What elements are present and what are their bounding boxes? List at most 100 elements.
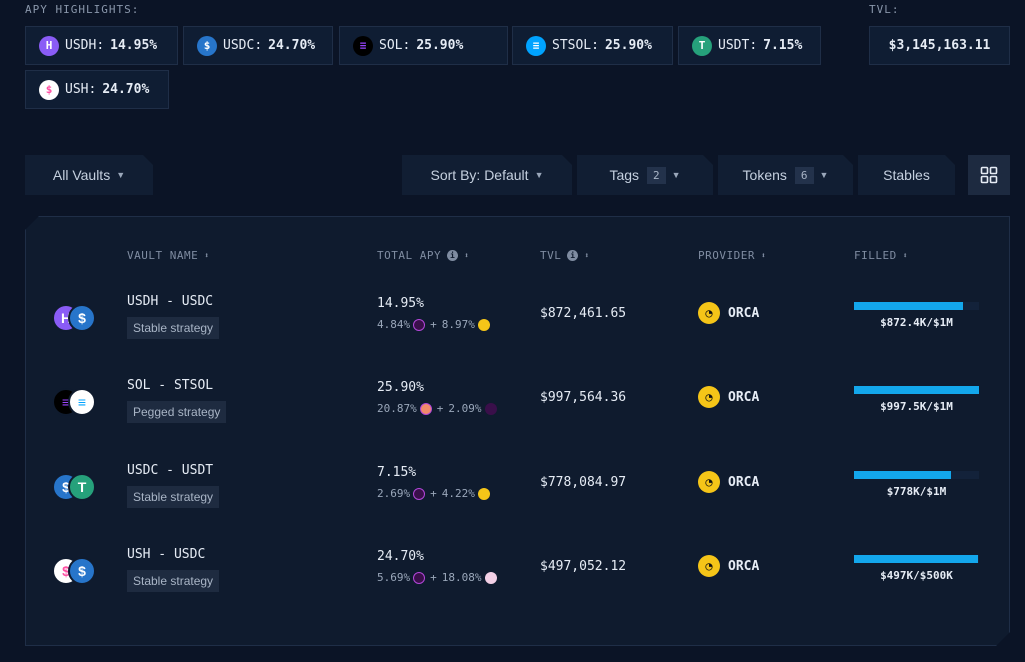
sort-icon: ⬍ [584, 250, 590, 260]
reward-token-icon [484, 571, 497, 584]
apy-chip-usdc[interactable]: $ USDC:24.70% [183, 26, 333, 65]
reward-token-icon [413, 318, 426, 331]
vault-name: SOL - STSOL [127, 378, 214, 393]
tokens-count-badge: 6 [795, 167, 814, 184]
tokens-label: Tokens [742, 167, 787, 183]
all-vaults-dropdown[interactable]: All Vaults ▼ [25, 155, 153, 195]
apy-chip-token: USDC [223, 38, 255, 53]
header-tvl-label: TVL [540, 249, 562, 262]
apy-breakdown: 2.69% + 4.22% [377, 487, 495, 500]
filled-label: $997.5K/$1M [880, 400, 953, 413]
stables-filter-button[interactable]: Stables [858, 155, 955, 195]
total-apy: 7.15% [377, 465, 417, 480]
sol-icon: ≡ [353, 35, 373, 56]
strategy-badge: Stable strategy [127, 570, 220, 592]
info-icon[interactable]: i [447, 250, 459, 261]
header-total-apy[interactable]: TOTAL APY i ⬍ [377, 249, 469, 262]
apy-chip-value: 24.70% [268, 38, 316, 53]
table-row[interactable]: H $ USDH - USDC Stable strategy 14.95% 4… [0, 280, 1025, 364]
apy-part-b: 18.08% [441, 571, 482, 584]
apy-chip-token: USH [65, 82, 89, 97]
filled-label: $497K/$500K [880, 569, 953, 582]
vault-name: USH - USDC [127, 547, 206, 562]
total-tvl: $3,145,163.11 [869, 26, 1010, 65]
apy-part-a: 5.69% [377, 571, 411, 584]
apy-chip-token: SOL [379, 38, 403, 53]
reward-token-icon [484, 402, 497, 415]
usdh-icon: H [39, 35, 59, 56]
total-apy: 24.70% [377, 549, 424, 564]
apy-part-b: 4.22% [441, 487, 475, 500]
token-pair-icon: ≡ ≡ [52, 388, 98, 418]
vault-tvl: $497,052.12 [540, 559, 627, 574]
filled-progress-fill [854, 555, 979, 563]
reward-token-icon [419, 402, 432, 415]
provider-name: ORCA [728, 389, 760, 405]
apy-chip-usdt[interactable]: T USDT:7.15% [678, 26, 821, 65]
orca-icon: ◔ [698, 471, 720, 493]
tokens-dropdown[interactable]: Tokens 6 ▼ [718, 155, 853, 195]
apy-chip-ush[interactable]: $ USH:24.70% [25, 70, 169, 109]
grid-view-button[interactable] [968, 155, 1010, 195]
sort-by-dropdown[interactable]: Sort By: Default ▼ [402, 155, 572, 195]
filled-label: $778K/$1M [886, 485, 947, 498]
usdc-icon: $ [197, 35, 217, 56]
provider: ◔ ORCA [698, 471, 759, 493]
header-vault-name-label: VAULT NAME [127, 249, 199, 262]
apy-part-a: 20.87% [377, 402, 417, 415]
table-row[interactable]: ≡ ≡ SOL - STSOL Pegged strategy 25.90% 2… [0, 364, 1025, 448]
filled-label: $872.4K/$1M [880, 316, 953, 329]
sort-icon: ⬍ [204, 250, 210, 260]
tags-dropdown[interactable]: Tags 2 ▼ [577, 155, 713, 195]
strategy-badge: Stable strategy [127, 486, 220, 508]
header-provider[interactable]: PROVIDER ⬍ [698, 249, 766, 262]
apy-chip-usdh[interactable]: H USDH:14.95% [25, 26, 178, 65]
reward-token-icon [477, 318, 490, 331]
total-apy: 25.90% [377, 380, 424, 395]
apy-chip-stsol[interactable]: ≡ STSOL:25.90% [512, 26, 673, 65]
apy-breakdown: 4.84% + 8.97% [377, 318, 495, 331]
all-vaults-label: All Vaults [52, 167, 111, 183]
sort-icon: ⬍ [760, 250, 767, 260]
header-filled[interactable]: FILLED ⬍ [854, 249, 908, 262]
filled-progress-bar [854, 386, 979, 394]
token-icon: $ [68, 557, 96, 585]
chevron-down-icon: ▼ [819, 170, 829, 180]
header-vault-name[interactable]: VAULT NAME ⬍ [127, 249, 210, 262]
apy-chip-sol[interactable]: ≡ SOL:25.90% [339, 26, 508, 65]
header-provider-label: PROVIDER [698, 249, 755, 262]
provider: ◔ ORCA [698, 386, 759, 408]
table-row[interactable]: $ T USDC - USDT Stable strategy 7.15% 2.… [0, 449, 1025, 533]
sort-icon: ⬍ [464, 250, 470, 260]
strategy-badge: Stable strategy [127, 317, 220, 339]
provider: ◔ ORCA [698, 555, 759, 577]
apy-chip-value: 14.95% [110, 38, 158, 53]
apy-part-b: 2.09% [448, 402, 482, 415]
provider-name: ORCA [728, 305, 760, 321]
reward-token-icon [477, 487, 490, 500]
apy-chip-token: USDH [65, 38, 97, 53]
provider-name: ORCA [728, 474, 760, 490]
sort-icon: ⬍ [902, 250, 909, 260]
apy-highlights-label: APY HIGHLIGHTS: [25, 3, 140, 16]
filled-progress-bar [854, 555, 979, 563]
filled-progress-fill [854, 386, 979, 394]
apy-part-b: 8.97% [441, 318, 475, 331]
strategy-badge: Pegged strategy [127, 401, 227, 423]
header-tvl[interactable]: TVL i ⬍ [540, 249, 590, 262]
apy-chip-value: 25.90% [604, 38, 652, 53]
filled-progress-bar [854, 471, 979, 479]
reward-token-icon [413, 487, 426, 500]
token-icon: T [68, 473, 96, 501]
stables-label: Stables [883, 167, 930, 183]
apy-chip-token: STSOL [552, 38, 592, 53]
provider: ◔ ORCA [698, 302, 759, 324]
provider-name: ORCA [728, 558, 760, 574]
token-pair-icon: $ $ [52, 557, 98, 587]
table-row[interactable]: $ $ USH - USDC Stable strategy 24.70% 5.… [0, 533, 1025, 617]
chevron-down-icon: ▼ [671, 170, 681, 180]
apy-chip-value: 7.15% [763, 38, 803, 53]
usdt-icon: T [692, 35, 712, 56]
info-icon[interactable]: i [567, 250, 579, 261]
orca-icon: ◔ [698, 386, 720, 408]
